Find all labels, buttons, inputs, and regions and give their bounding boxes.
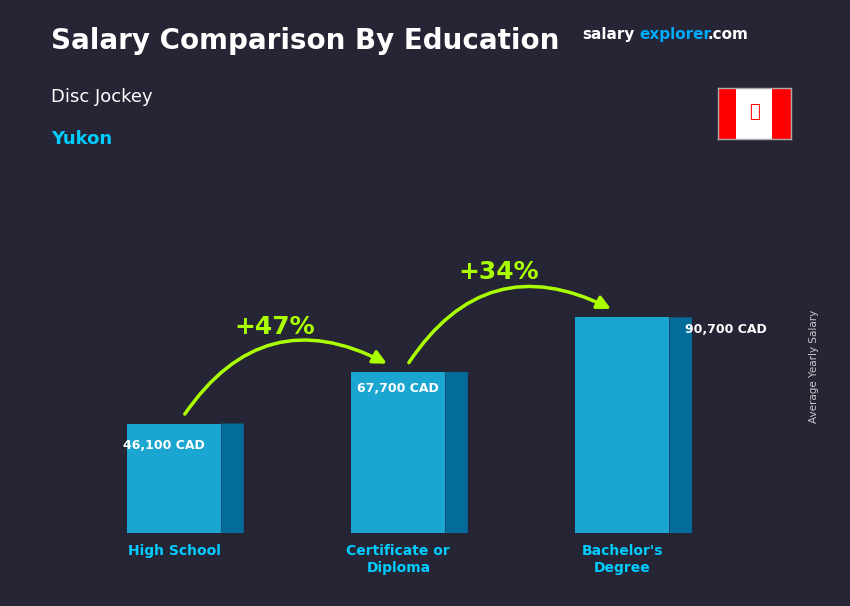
Bar: [128, 424, 221, 533]
Text: +47%: +47%: [235, 315, 315, 339]
Text: explorer: explorer: [639, 27, 711, 42]
Text: 67,700 CAD: 67,700 CAD: [358, 382, 439, 395]
Bar: [773, 88, 790, 139]
Polygon shape: [445, 372, 468, 533]
Bar: [718, 88, 736, 139]
Text: 46,100 CAD: 46,100 CAD: [122, 439, 205, 452]
Text: Yukon: Yukon: [51, 130, 112, 148]
Text: Disc Jockey: Disc Jockey: [51, 88, 153, 106]
Bar: [575, 318, 670, 533]
Text: salary: salary: [582, 27, 635, 42]
Text: 90,700 CAD: 90,700 CAD: [684, 323, 767, 336]
Text: Salary Comparison By Education: Salary Comparison By Education: [51, 27, 559, 55]
Text: .com: .com: [707, 27, 748, 42]
Polygon shape: [221, 424, 244, 533]
Polygon shape: [670, 318, 692, 533]
Text: Average Yearly Salary: Average Yearly Salary: [809, 310, 819, 423]
Bar: [351, 372, 445, 533]
Text: 🍁: 🍁: [749, 104, 760, 121]
Text: +34%: +34%: [459, 260, 540, 284]
